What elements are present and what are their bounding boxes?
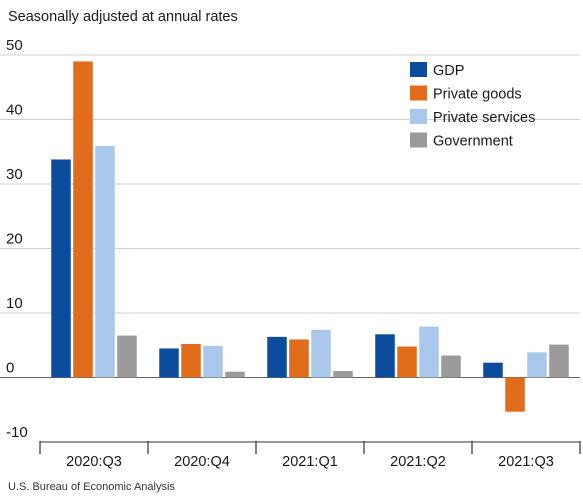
y-tick-label: 10 bbox=[6, 295, 23, 312]
bar bbox=[203, 345, 223, 378]
bar bbox=[505, 377, 525, 412]
bar bbox=[527, 352, 547, 378]
bar bbox=[397, 346, 417, 378]
y-tick-label: 0 bbox=[6, 360, 14, 377]
bar bbox=[483, 362, 503, 378]
y-tick-label: 50 bbox=[6, 37, 23, 54]
bar bbox=[159, 348, 179, 378]
bar bbox=[311, 329, 331, 378]
y-tick-label: -10 bbox=[6, 424, 28, 441]
bar bbox=[117, 335, 137, 378]
x-tick-label: 2021:Q3 bbox=[498, 454, 554, 470]
legend-label: Government bbox=[433, 134, 513, 150]
x-tick-label: 2020:Q3 bbox=[66, 454, 122, 470]
bar bbox=[375, 334, 395, 378]
chart-subtitle: Seasonally adjusted at annual rates bbox=[8, 9, 238, 25]
source-note: U.S. Bureau of Economic Analysis bbox=[8, 481, 175, 493]
bar bbox=[51, 159, 71, 378]
bar bbox=[441, 355, 461, 378]
y-tick-label: 20 bbox=[6, 231, 23, 248]
bar bbox=[333, 371, 353, 378]
legend-swatch bbox=[410, 109, 427, 124]
legend-swatch bbox=[410, 62, 427, 77]
bar bbox=[95, 145, 115, 378]
bar bbox=[289, 339, 309, 378]
x-tick-label: 2020:Q4 bbox=[174, 454, 230, 470]
bar bbox=[267, 336, 287, 378]
legend-label: GDP bbox=[433, 63, 464, 79]
x-axis: 2020:Q3 2020:Q4 2021:Q1 2021:Q2 2021:Q3 bbox=[39, 441, 581, 470]
x-tick-label: 2021:Q1 bbox=[282, 454, 338, 470]
bar bbox=[549, 344, 569, 378]
bar bbox=[225, 371, 245, 378]
y-tick-label: 30 bbox=[6, 166, 23, 183]
legend-label: Private services bbox=[433, 110, 535, 126]
x-tick-label: 2021:Q2 bbox=[390, 454, 446, 470]
legend-swatch bbox=[410, 132, 427, 148]
legend-swatch bbox=[410, 85, 427, 101]
bar bbox=[181, 343, 201, 378]
bar bbox=[73, 61, 93, 378]
legend: GDP Private goods Private services Governme… bbox=[410, 62, 535, 150]
bar bbox=[419, 326, 439, 378]
y-tick-label: 40 bbox=[6, 102, 23, 119]
bars bbox=[51, 61, 569, 412]
legend-label: Private goods bbox=[433, 87, 522, 103]
